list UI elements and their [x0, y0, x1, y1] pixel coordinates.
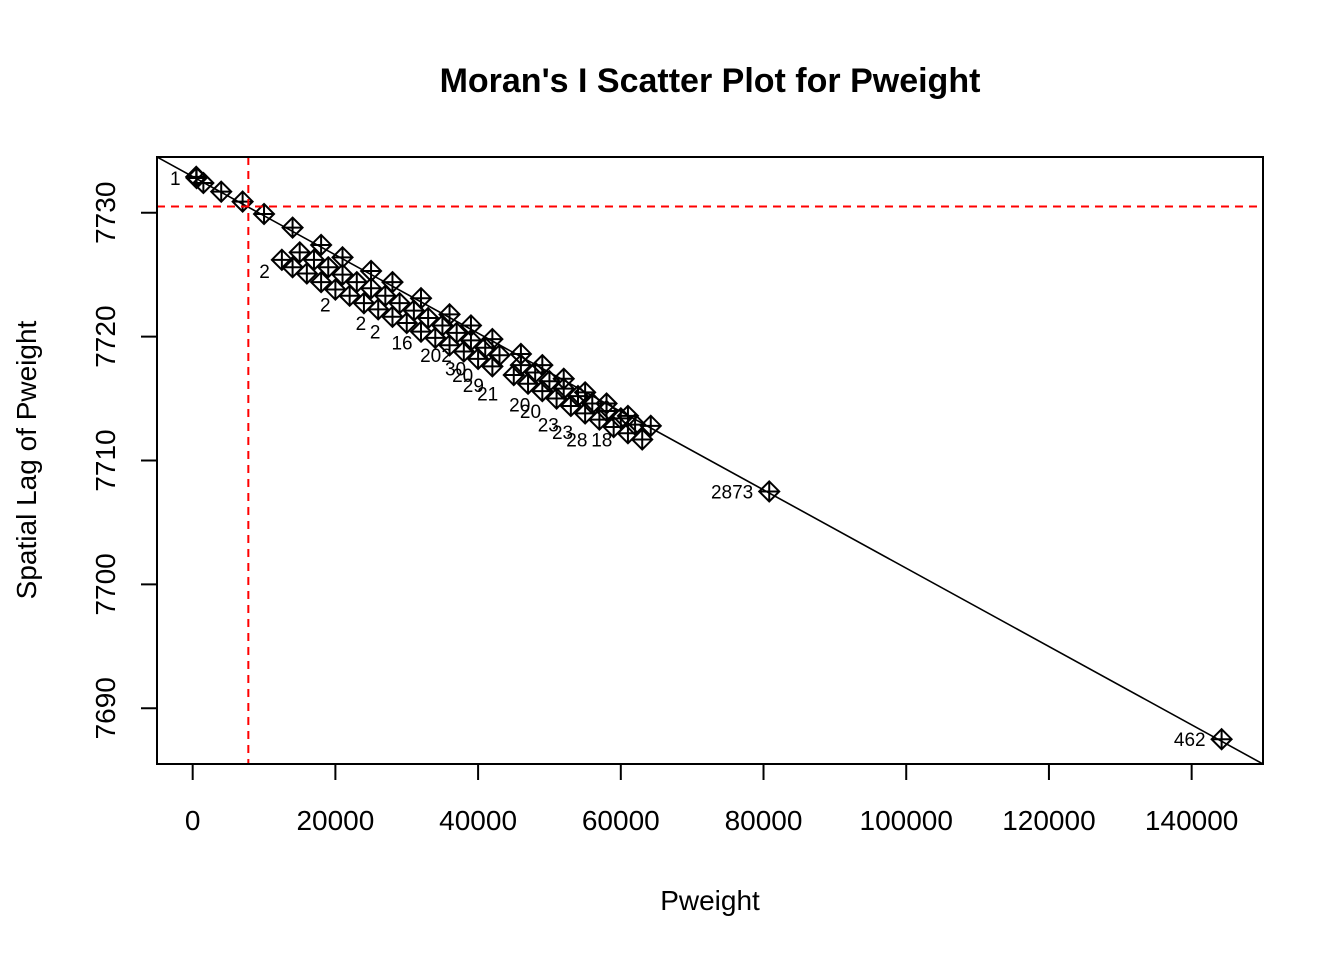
cluster-point-label: 29 [463, 376, 484, 397]
scatter-point-lower [438, 333, 461, 357]
scatter-point-lower [323, 278, 347, 301]
scatter-point-lower-outline [352, 291, 376, 315]
scatter-point-middle [359, 276, 383, 300]
scatter-point-middle-outline [523, 361, 547, 384]
x-tick-label: 80000 [725, 805, 803, 836]
x-tick-label: 20000 [296, 805, 374, 836]
cluster-point-label: 23 [538, 415, 559, 436]
y-tick-label: 7720 [90, 305, 121, 367]
y-tick-label: 7700 [90, 553, 121, 615]
x-tick-label: 0 [185, 805, 201, 836]
scatter-point-lower-outline [395, 311, 419, 335]
scatter-point-middle [288, 240, 312, 264]
scatter-point-lower [423, 326, 447, 350]
scatter-point-lower [352, 291, 376, 315]
cluster-point-label: 2 [356, 314, 367, 335]
cluster-point-label: 18 [591, 430, 612, 451]
scatter-point-lower-outline [573, 402, 597, 425]
y-tick-label: 7690 [90, 677, 121, 739]
cluster-point-label: 16 [391, 334, 412, 355]
cluster-point-label: 2 [259, 262, 270, 283]
scatter-point-lower [630, 428, 654, 451]
scatter-point-lower [409, 320, 433, 344]
scatter-point-lower [545, 387, 569, 410]
scatter-point-lower [381, 305, 404, 329]
scatter-point-lower-outline [295, 262, 319, 285]
scatter-point-middle-outline [331, 263, 354, 287]
scatter-point-lower [366, 297, 390, 321]
scatter-point-lower [295, 262, 319, 285]
y-axis-label: Spatial Lag of Pweight [11, 320, 42, 599]
scatter-point-lower [452, 340, 476, 363]
cluster-point-label: 2 [320, 295, 331, 316]
cluster-point-label: 23 [552, 423, 573, 444]
scatter-point-middle-outline [459, 328, 483, 352]
scatter-point-lower-outline [452, 340, 476, 363]
scatter-point-lower [281, 255, 304, 279]
scatter-point-lower-outline [630, 428, 654, 451]
outlier-point-label: 462 [1174, 730, 1206, 751]
scatter-point-upper [309, 233, 333, 257]
cluster-point-label: 21 [477, 384, 498, 405]
scatter-point-upper-outline [231, 190, 255, 214]
cluster-point-label: 20 [520, 402, 541, 423]
scatter-point-lower [466, 347, 490, 371]
scatter-point-middle [331, 263, 354, 287]
regression-line [157, 157, 1263, 764]
scatter-point-middle [316, 255, 340, 279]
x-tick-label: 60000 [582, 805, 660, 836]
x-axis-label: Pweight [660, 885, 760, 916]
scatter-point-lower-outline [559, 394, 583, 418]
scatter-point-lower [338, 284, 362, 308]
scatter-point-lower-outline [616, 421, 640, 445]
scatter-point-middle [473, 336, 497, 360]
outlier-point-label: 2873 [711, 482, 753, 503]
scatter-point-upper-outline [252, 202, 276, 226]
cluster-point-label: 28 [566, 430, 587, 451]
scatter-point-lower [502, 363, 526, 387]
scatter-point-lower [616, 421, 640, 445]
scatter-point-middle [459, 328, 483, 352]
chart-title: Moran's I Scatter Plot for Pweight [440, 62, 981, 100]
scatter-point-lower [530, 379, 554, 403]
outlier-point-label: 1 [170, 169, 181, 190]
cluster-point-label: 30 [445, 360, 466, 381]
scatter-point-lower [573, 402, 597, 425]
scatter-point-lower [587, 408, 611, 432]
x-tick-label: 40000 [439, 805, 517, 836]
scatter-point-middle [488, 343, 511, 367]
scatter-point-lower [395, 311, 419, 335]
scatter-point-upper [252, 202, 276, 226]
labeled-scatter-point [757, 480, 781, 503]
scatter-point-lower-outline [438, 333, 461, 357]
scatter-point-lower [602, 415, 626, 439]
cluster-point-label: 20 [452, 366, 473, 387]
y-tick-label: 7710 [90, 429, 121, 491]
scatter-point-middle [523, 361, 547, 384]
scatter-point-lower-outline [338, 284, 362, 308]
cluster-point-label: 20 [509, 396, 530, 417]
scatter-point-lower [480, 354, 504, 378]
y-tick-label: 7730 [90, 182, 121, 244]
scatter-point-middle-outline [623, 413, 647, 436]
axis-layer: 0 20000 40000 60000 80000 100000 120000 140000 7… [90, 156, 1264, 836]
x-tick-label: 100000 [860, 805, 953, 836]
x-tick-label: 140000 [1145, 805, 1238, 836]
scatter-point-lower [270, 248, 294, 272]
x-tick-label: 120000 [1002, 805, 1095, 836]
cluster-point-label: 202 [420, 346, 452, 367]
scatter-point-lower [559, 394, 583, 418]
scatter-point-lower [516, 372, 540, 396]
labeled-scatter-point [1210, 727, 1234, 751]
scatter-point-lower [309, 270, 333, 294]
scatter-point-lower-outline [323, 278, 347, 301]
scatter-point-lower-outline [530, 379, 554, 403]
scatter-point-middle-outline [288, 240, 312, 264]
cluster-point-label: 2 [370, 323, 381, 344]
scatter-point-lower-outline [516, 372, 540, 396]
